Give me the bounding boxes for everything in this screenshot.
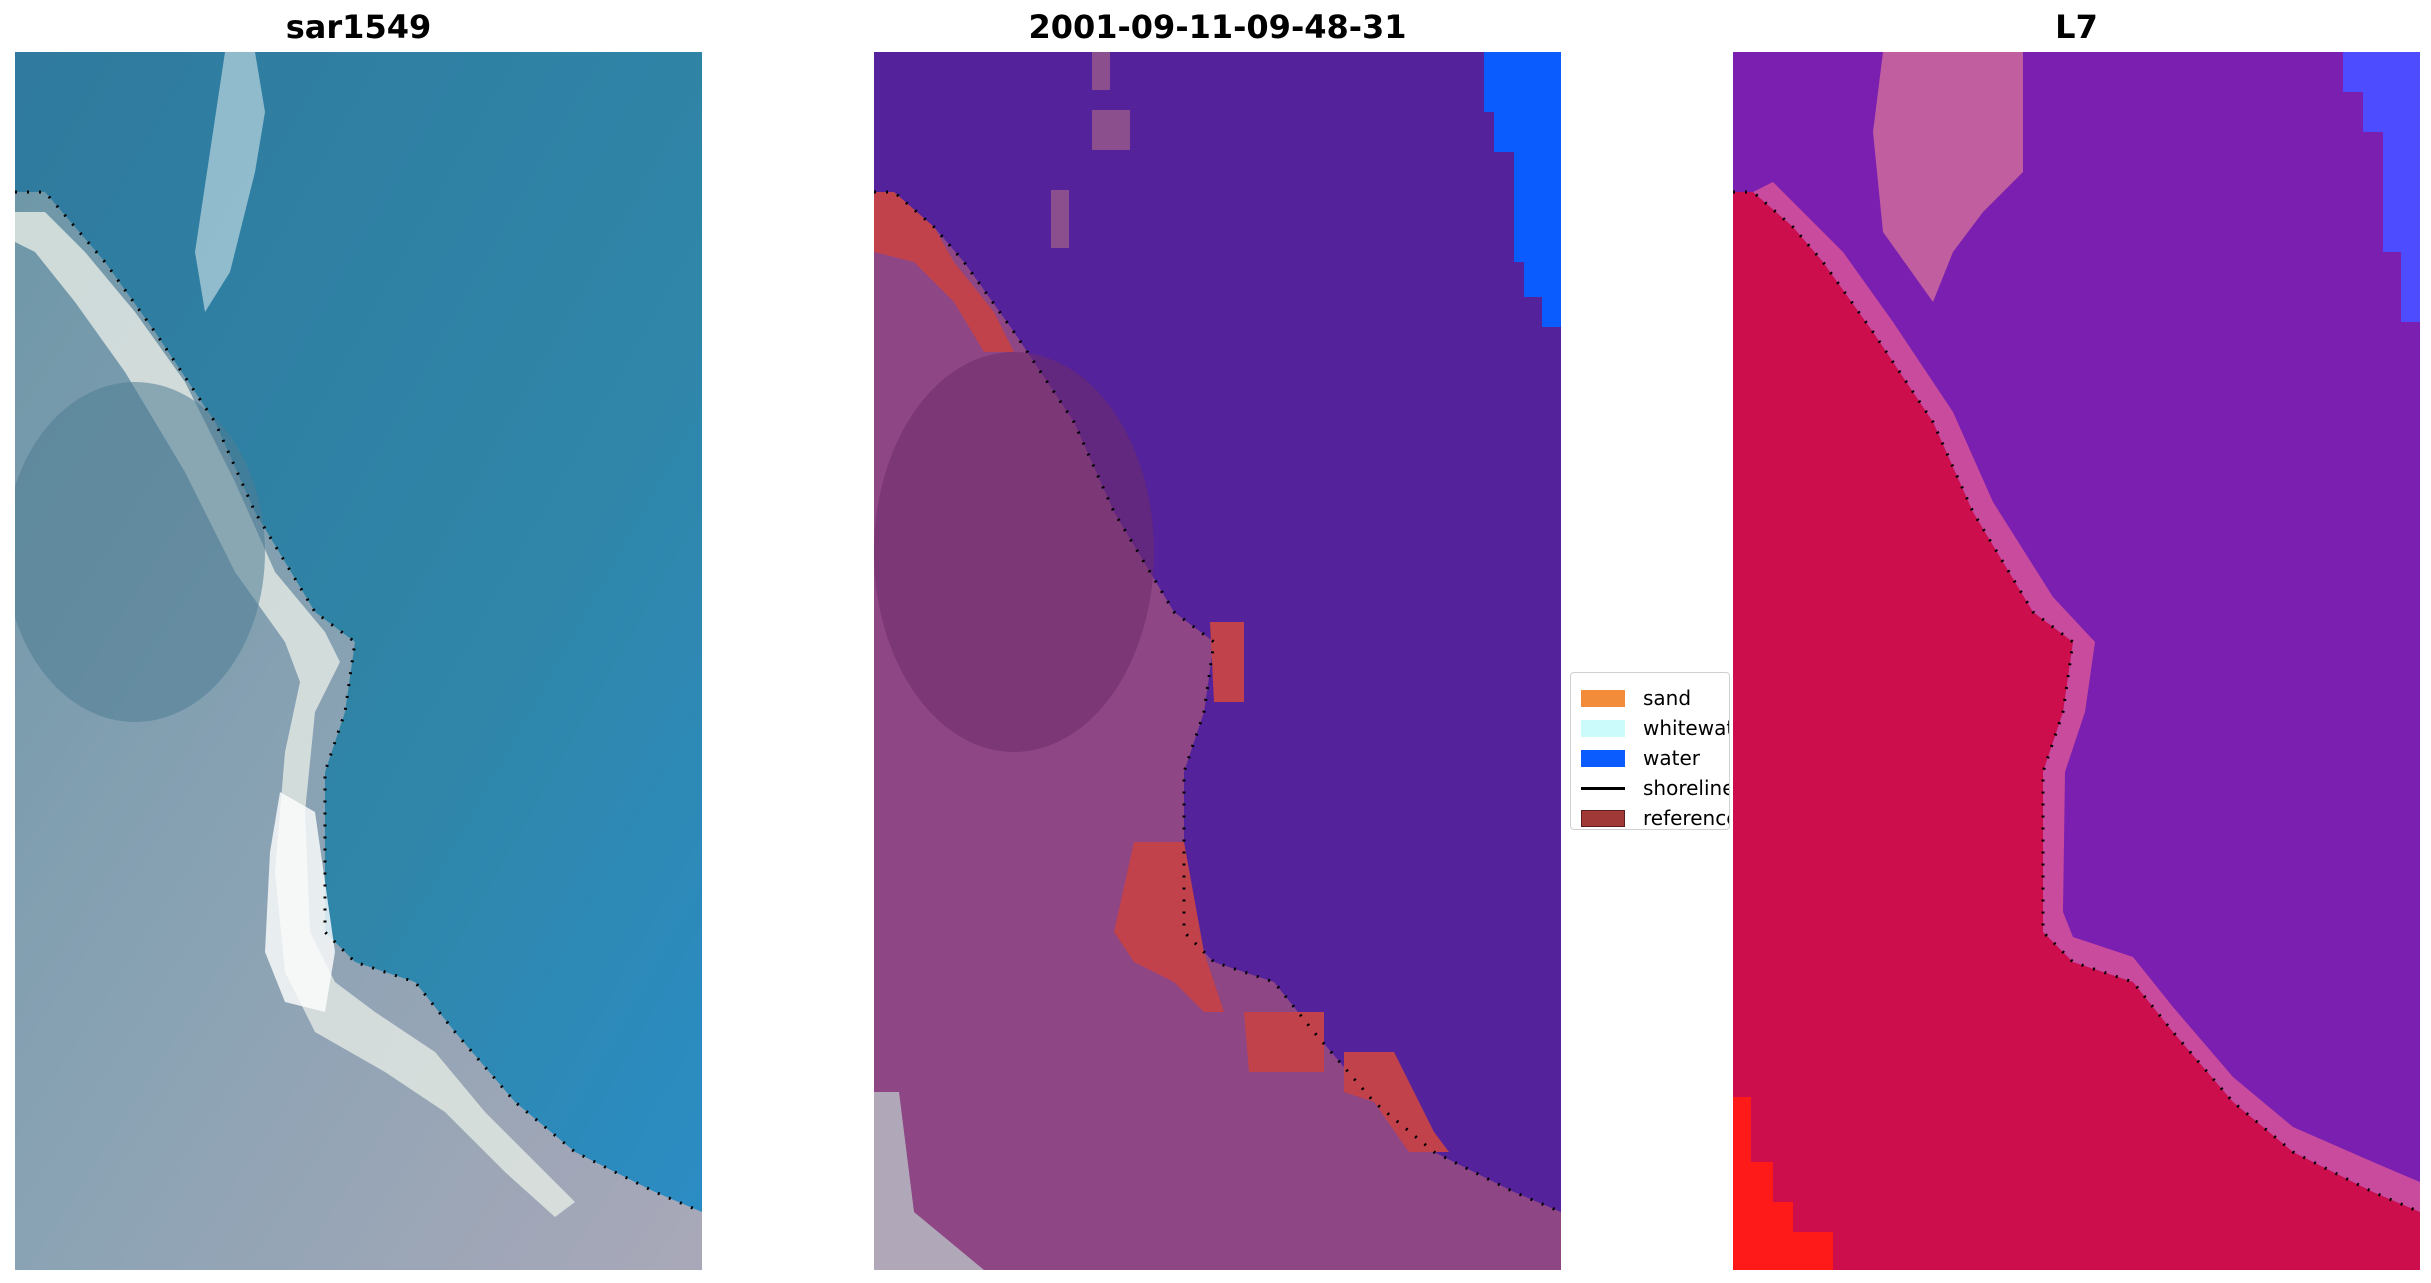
water-patch xyxy=(1484,52,1561,327)
sand-swatch xyxy=(1581,689,1625,707)
legend-item-sand: sand xyxy=(1581,683,1729,713)
water-index-image xyxy=(1733,52,2420,1270)
sand-edge xyxy=(874,1092,984,1270)
reference-swatch xyxy=(1581,809,1625,827)
classified-image xyxy=(874,52,1561,1270)
legend-item-whitewater: whitewat xyxy=(1581,713,1729,743)
inland-channel xyxy=(1873,52,2023,302)
inland-channel xyxy=(195,52,265,312)
inland-pixel xyxy=(1051,190,1069,248)
rgb-satellite-image xyxy=(15,52,702,1270)
panel-title-ndwi: L7 xyxy=(2055,8,2098,46)
legend-label: sand xyxy=(1643,686,1692,710)
shoreline xyxy=(874,190,1561,1214)
panel-title-classified: 2001-09-11-09-48-31 xyxy=(1028,8,1407,46)
lagoon xyxy=(15,382,265,722)
reference-area xyxy=(1344,1052,1449,1152)
reference-area xyxy=(874,192,1014,352)
legend-item-reference: reference xyxy=(1581,803,1730,830)
reference-area xyxy=(1114,842,1224,1012)
water-swatch xyxy=(1581,749,1625,767)
shoreline-line-swatch xyxy=(1581,786,1625,790)
legend: sand whitewat water shoreline reference xyxy=(1570,672,1730,830)
inland-dark-area xyxy=(874,352,1154,752)
index-image-panel xyxy=(1733,52,2420,1270)
surf-band xyxy=(15,212,575,1217)
inland-pixel xyxy=(1092,110,1130,150)
inland-pixel xyxy=(1092,52,1110,90)
reference-area xyxy=(1210,622,1244,702)
whitewater-swatch xyxy=(1581,719,1625,737)
shoreline xyxy=(1733,190,2420,1214)
land-index-area xyxy=(1733,192,2420,1270)
legend-item-water: water xyxy=(1581,743,1729,773)
rgb-image-panel xyxy=(15,52,702,1270)
classified-image-panel xyxy=(874,52,1561,1270)
bright-sand-patch xyxy=(265,792,335,1012)
panel-title-rgb: sar1549 xyxy=(285,8,432,46)
legend-label: reference xyxy=(1643,806,1730,830)
legend-item-shoreline: shoreline xyxy=(1581,773,1729,803)
deep-water-patch xyxy=(2343,52,2420,322)
shore-transition-band xyxy=(1753,182,2420,1212)
legend-label: shoreline xyxy=(1643,776,1730,800)
legend-label: water xyxy=(1643,746,1700,770)
reference-area xyxy=(1244,1012,1324,1072)
high-index-patch xyxy=(1733,1097,1833,1270)
legend-label: whitewat xyxy=(1643,716,1730,740)
